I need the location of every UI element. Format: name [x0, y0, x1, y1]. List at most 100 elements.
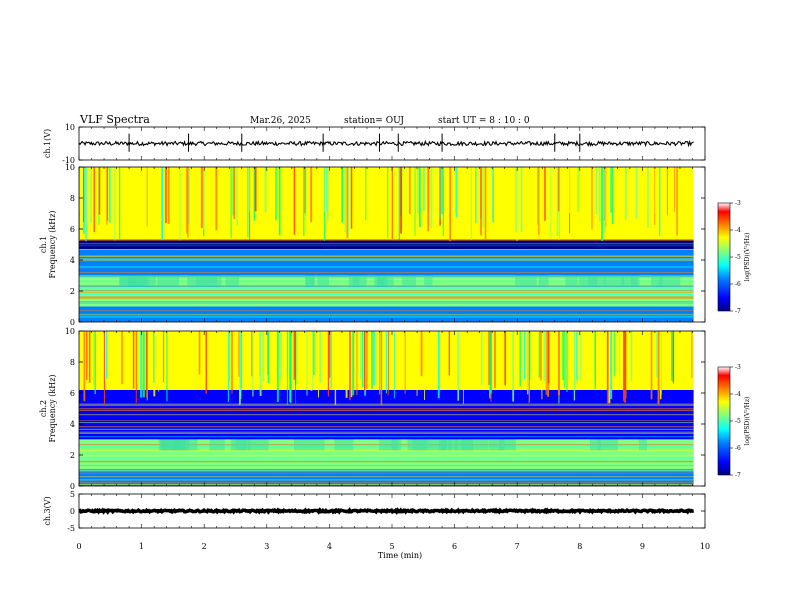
colorbar-label: log(PSD)(V²/Hz) — [744, 233, 751, 282]
y-tick-label: 2 — [70, 451, 75, 460]
chorus-emission — [597, 439, 618, 451]
chorus-emission — [589, 439, 601, 451]
chorus-emission — [578, 275, 598, 287]
chorus-emission — [183, 439, 198, 451]
chorus-emission — [621, 275, 638, 287]
colorbar-tick-label: -3 — [735, 200, 741, 207]
colorbar-label: log(PSD)(V²/Hz) — [744, 397, 751, 446]
y-axis-label: Frequency (kHz) — [48, 210, 57, 278]
x-tick-label: 3 — [264, 542, 269, 551]
y-tick-label: 10 — [65, 327, 75, 336]
chorus-emission — [604, 275, 624, 287]
y-tick-label: 0 — [70, 507, 75, 516]
y-axis-label: ch.3(V) — [43, 496, 52, 525]
y-tick-label: 4 — [70, 256, 75, 265]
chorus-emission — [305, 275, 315, 287]
no-data-region — [693, 331, 705, 486]
chorus-emission — [474, 439, 489, 451]
chorus-emission — [515, 275, 537, 287]
chorus-emission — [407, 439, 428, 451]
chorus-emission — [565, 275, 578, 287]
chorus-emission — [424, 275, 433, 287]
chorus-emission — [157, 275, 179, 287]
spectrum-band — [79, 239, 694, 250]
y-tick-label: 0 — [70, 482, 75, 491]
x-tick-label: 6 — [452, 542, 457, 551]
chorus-emission — [391, 439, 402, 451]
colorbar-tick-label: -7 — [735, 308, 741, 315]
spectrum-band — [79, 470, 694, 486]
chorus-emission — [294, 439, 307, 451]
chorus-emission — [225, 275, 239, 287]
x-tick-label: 5 — [389, 542, 394, 551]
y-tick-label: 4 — [70, 420, 75, 429]
chorus-emission — [195, 275, 218, 287]
y-tick-label: 8 — [70, 358, 75, 367]
chorus-emission — [658, 275, 681, 287]
chorus-emission — [379, 439, 399, 451]
chorus-emission — [235, 439, 248, 451]
chorus-emission — [499, 439, 516, 451]
chorus-emission — [428, 439, 446, 451]
colorbar-tick-label: -5 — [735, 254, 741, 261]
chorus-emission — [248, 439, 269, 451]
chorus-emission — [441, 439, 452, 451]
date-label: Mar.26, 2025 — [250, 116, 311, 126]
x-tick-label: 4 — [327, 542, 332, 551]
x-tick-label: 8 — [577, 542, 582, 551]
chorus-emission — [402, 275, 416, 287]
ch2-spectrogram-panel: 0 2 4 6 8 10 ch.2 Frequency (kHz) — [39, 327, 706, 491]
chorus-emission — [177, 439, 190, 451]
x-tick-label: 1 — [139, 542, 144, 551]
chorus-emission — [376, 275, 394, 287]
x-tick-label: 2 — [202, 542, 207, 551]
waveform-trace — [78, 507, 694, 515]
x-tick-label: 0 — [76, 542, 81, 551]
y-axis-label: ch.2 — [39, 400, 48, 417]
station-label: station= OUJ — [344, 116, 404, 126]
colorbar-tick-label: -6 — [735, 281, 741, 288]
colorbar-tick-label: -3 — [735, 364, 741, 371]
chorus-emission — [638, 439, 647, 451]
chorus-emission — [488, 439, 505, 451]
y-tick-label: -10 — [62, 156, 75, 165]
y-axis-label: ch.1 — [39, 236, 48, 253]
waveform-trace — [78, 139, 694, 148]
chorus-emission — [448, 439, 458, 451]
y-tick-label: 10 — [65, 123, 75, 132]
no-data-region — [693, 167, 705, 322]
colorbar-tick-label: -4 — [735, 227, 741, 234]
chorus-emission — [306, 439, 325, 451]
chorus-emission — [348, 275, 360, 287]
start-ut-label: start UT = 8 : 10 : 0 — [438, 116, 530, 126]
figure-title: VLF Spectra — [79, 113, 150, 126]
ch2-colorbar: -3 -4 -5 -6 -7 log(PSD)(V²/Hz) — [717, 364, 751, 479]
x-tick-label: 7 — [515, 542, 520, 551]
time-axis: 0 1 2 3 4 5 6 7 8 9 10 — [76, 542, 710, 551]
ch3-waveform-panel: 5 0 -5 ch.3(V) — [43, 490, 706, 533]
chorus-emission — [127, 275, 147, 287]
x-tick-label: 9 — [640, 542, 645, 551]
chorus-emission — [538, 275, 549, 287]
y-axis-label: ch.1(V) — [43, 129, 52, 158]
y-tick-label: 6 — [70, 225, 75, 234]
ch1-colorbar: -3 -4 -5 -6 -7 log(PSD)(V²/Hz) — [717, 200, 751, 315]
y-axis-label: Frequency (kHz) — [48, 374, 57, 442]
colorbar-tick-label: -7 — [735, 472, 741, 479]
x-axis-label: Time (min) — [378, 551, 422, 560]
y-tick-label: 10 — [65, 163, 75, 172]
colorbar-tick-label: -5 — [735, 418, 741, 425]
x-tick-label: 10 — [700, 542, 710, 551]
colorbar-tick-label: -4 — [735, 391, 741, 398]
chorus-emission — [158, 439, 178, 451]
chorus-emission — [454, 439, 474, 451]
chorus-emission — [209, 439, 225, 451]
colorbar-tick-label: -6 — [735, 445, 741, 452]
chorus-emission — [317, 275, 329, 287]
spectrum-band — [79, 167, 694, 240]
y-tick-label: -5 — [67, 524, 75, 533]
y-tick-label: 2 — [70, 287, 75, 296]
chorus-emission — [334, 439, 354, 451]
chorus-emission — [651, 275, 663, 287]
